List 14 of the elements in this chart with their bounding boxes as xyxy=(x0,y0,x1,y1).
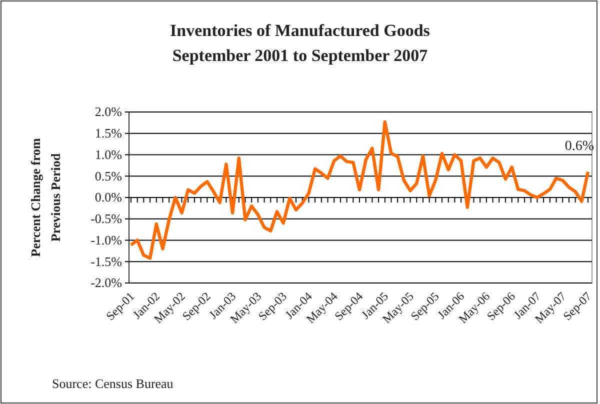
chart-subtitle: September 2001 to September 2007 xyxy=(172,46,428,65)
y-tick-label: -1.5% xyxy=(90,254,122,269)
y-tick-label: -0.5% xyxy=(90,211,122,226)
y-tick-label: 1.5% xyxy=(94,126,122,141)
y-axis-title: Percent Change from Previous Period xyxy=(28,138,63,257)
y-tick-label: -1.0% xyxy=(90,232,122,248)
chart-title: Inventories of Manufactured Goods xyxy=(170,21,430,40)
y-tick-label: 0.5% xyxy=(94,168,122,184)
y-tick-label: 2.0% xyxy=(94,104,122,120)
y-tick-label: 1.0% xyxy=(94,146,122,162)
source-note: Source: Census Bureau xyxy=(52,376,174,391)
y-tick-label: 0.0% xyxy=(94,190,122,205)
y-tick-label: -2.0% xyxy=(90,275,122,290)
annotation: 0.6% xyxy=(564,138,594,154)
